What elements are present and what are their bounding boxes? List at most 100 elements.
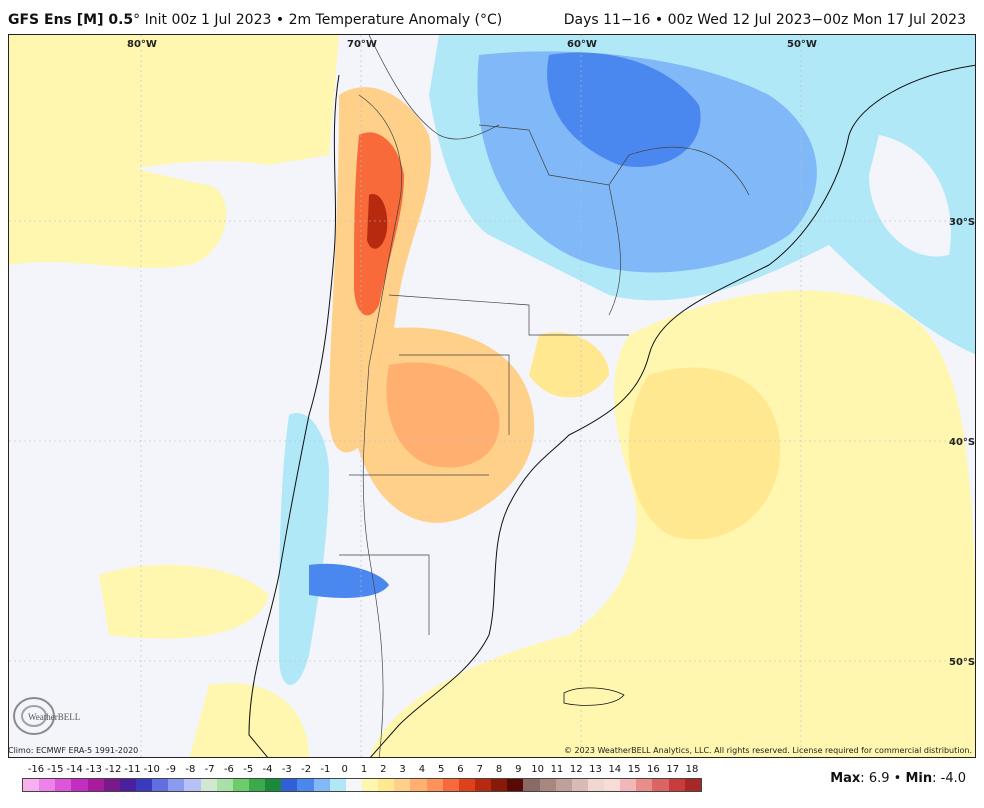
legend-swatch: [668, 779, 685, 791]
legend-swatch: [620, 779, 637, 791]
min-value: -4.0: [940, 771, 966, 786]
legend-swatch: [587, 779, 605, 791]
max-value: 6.9: [868, 771, 890, 786]
legend-swatch: [265, 779, 282, 791]
legend-tick-label: 13: [589, 764, 602, 775]
legend-tick-label: 7: [476, 764, 483, 775]
legend-swatch: [410, 779, 427, 791]
legend-swatch: [297, 779, 314, 791]
legend-swatch: [604, 779, 621, 791]
lat-label: 50°S: [949, 657, 975, 668]
legend-tick-label: 8: [495, 764, 503, 775]
legend-swatch: [248, 779, 266, 791]
lon-label: 50°W: [787, 39, 817, 50]
legend-tick-label: -10: [143, 764, 160, 775]
legend-tick-label: 12: [569, 764, 583, 775]
legend-tick-label: 5: [437, 764, 445, 775]
legend-swatch: [23, 779, 40, 791]
max-min-readout: Max: 6.9 • Min: -4.0: [830, 771, 966, 786]
legend-swatch: [345, 779, 362, 791]
variable-name: 2m Temperature Anomaly (°C): [288, 12, 503, 28]
lon-label: 80°W: [127, 39, 157, 50]
climo-source: Climo: ECMWF ERA-5 1991-2020: [8, 746, 139, 755]
lat-label: 40°S: [949, 437, 975, 448]
legend-swatch: [652, 779, 669, 791]
legend-tick-label: 14: [608, 764, 622, 775]
legend-swatch: [474, 779, 492, 791]
warm-anomaly-max: [367, 194, 388, 249]
valid-time: 00z Wed 12 Jul 2023−00z Mon 17 Jul 2023: [667, 12, 966, 28]
legend-tick-label: -15: [47, 764, 64, 775]
legend-ticks: -16 -15 -14 -13 -12 -11 -10 -9 -8 -7 -6 -5 -4 -3 -2 -1 0…: [22, 764, 702, 777]
legend-swatch: [684, 779, 701, 791]
legend-tick-label: -1: [320, 764, 331, 775]
legend-swatch: [184, 779, 201, 791]
warm-anomaly-pacific-north: [9, 35, 339, 195]
legend-tick-label: 4: [418, 764, 426, 775]
lon-label: 60°W: [567, 39, 597, 50]
legend-swatch: [491, 779, 508, 791]
legend-swatch: [39, 779, 56, 791]
legend-tick-label: -2: [301, 764, 312, 775]
falkland-islands: [563, 687, 625, 706]
legend-swatch: [507, 779, 524, 791]
legend-swatch: [426, 779, 443, 791]
map-title: GFS Ens [M] 0.5° Init 00z 1 Jul 2023 • 2…: [8, 12, 503, 28]
legend-tick-label: -3: [281, 764, 292, 775]
legend-bar: [22, 778, 702, 792]
legend-tick-label: -8: [185, 764, 196, 775]
legend-tick-label: 15: [627, 764, 641, 775]
valid-range: Days 11−16 • 00z Wed 12 Jul 2023−00z Mon…: [563, 12, 966, 28]
legend-tick-label: 6: [457, 764, 464, 775]
legend-swatch: [168, 779, 185, 791]
legend-swatch: [232, 779, 249, 791]
lon-label: 70°W: [347, 39, 377, 50]
legend-swatch: [555, 779, 572, 791]
legend-tick-label: 2: [380, 764, 387, 775]
legend-swatch: [103, 779, 120, 791]
legend-swatch: [442, 779, 459, 791]
legend-tick-label: -14: [66, 764, 83, 775]
legend-tick-label: 17: [666, 764, 680, 775]
legend-tick-label: -12: [105, 764, 122, 775]
legend-swatch: [539, 779, 556, 791]
legend-tick-label: -6: [223, 764, 234, 775]
anomaly-map: 80°W 70°W 60°W 50°W 30°S 40°S 50°S: [8, 34, 976, 758]
legend-swatch: [119, 779, 136, 791]
legend-swatch: [152, 779, 169, 791]
legend-swatch: [87, 779, 104, 791]
legend-swatch: [523, 779, 540, 791]
legend-swatch: [135, 779, 153, 791]
legend-swatch: [329, 779, 346, 791]
days-range: Days 11−16: [563, 12, 651, 28]
cold-anomaly-south-chile: [279, 413, 329, 685]
legend-swatch: [636, 779, 653, 791]
warm-anomaly-coast: [529, 332, 609, 398]
legend-tick-label: -4: [262, 764, 273, 775]
init-time: Init 00z 1 Jul 2023: [144, 12, 272, 28]
legend-swatch: [361, 779, 379, 791]
legend-tick-label: -11: [124, 764, 141, 775]
legend-swatch: [216, 779, 233, 791]
legend-swatch: [55, 779, 72, 791]
legend-swatch: [281, 779, 298, 791]
legend-tick-label: -16: [27, 764, 45, 775]
legend-tick-label: 10: [531, 764, 545, 775]
legend-tick-label: 18: [685, 764, 699, 775]
legend-tick-label: -5: [243, 764, 254, 775]
cold-anomaly-core-south: [309, 563, 389, 598]
graticule: [9, 35, 975, 757]
map-canvas: 80°W 70°W 60°W 50°W 30°S 40°S 50°S: [9, 35, 975, 757]
legend-swatch: [394, 779, 411, 791]
lat-label: 30°S: [949, 217, 975, 228]
legend-tick-label: 16: [647, 764, 660, 775]
weatherbell-logo: WeatherBELL: [13, 697, 80, 735]
legend-swatch: [200, 779, 217, 791]
legend-swatch: [571, 779, 588, 791]
borders: [339, 35, 750, 757]
color-legend: -16 -15 -14 -13 -12 -11 -10 -9 -8 -7 -6 -5 -4 -3 -2 -1 0…: [22, 764, 702, 794]
neutral-brazil: [869, 135, 951, 257]
model-name: GFS Ens [M] 0.5: [8, 12, 134, 28]
legend-swatch: [71, 779, 88, 791]
legend-tick-label: -9: [166, 764, 177, 775]
